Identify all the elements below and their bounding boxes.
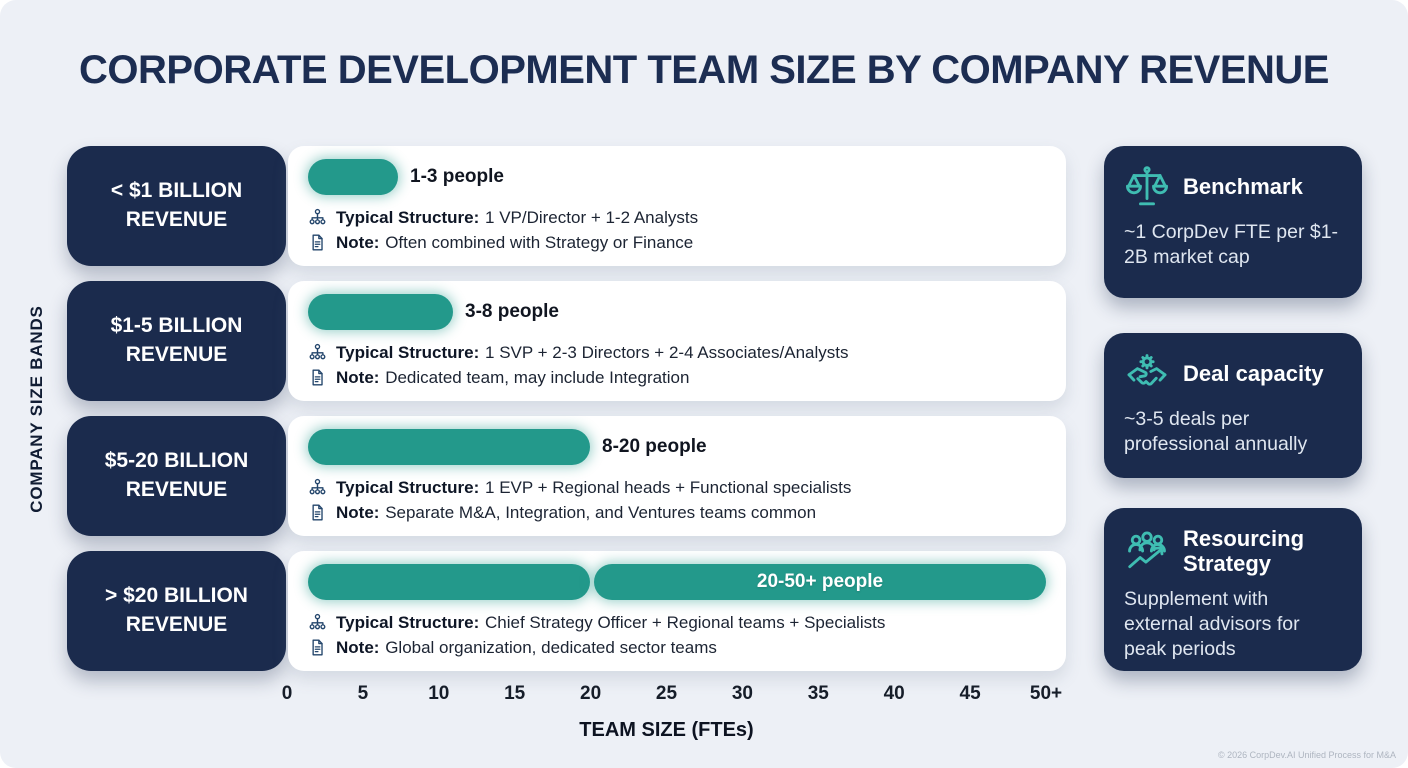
- band-label-under-1b: < $1 BILLION REVENUE: [67, 146, 286, 266]
- x-tick: 30: [731, 683, 753, 704]
- band-label-1-5b: $1-5 BILLION REVENUE: [67, 281, 286, 401]
- team-size-bar-segment-1: [308, 564, 590, 600]
- structure-text: 1 SVP + 2-3 Directors + 2-4 Associates/A…: [485, 342, 849, 362]
- x-tick: 0: [281, 683, 293, 704]
- org-chart-icon: [308, 478, 327, 497]
- deal-capacity-card: Deal capacity ~3-5 deals per professiona…: [1104, 333, 1362, 478]
- copyright-text: © 2026 CorpDev.AI Unified Process for M&…: [1217, 750, 1396, 760]
- note-line: Note: Often combined with Strategy or Fi…: [308, 230, 1046, 255]
- side-card-header: Deal capacity: [1124, 351, 1342, 397]
- team-size-card: 20-50+ people Typical Structure: Chief S…: [288, 551, 1066, 671]
- band-line1: $5-20 BILLION: [104, 449, 249, 473]
- scales-icon: [1124, 164, 1170, 210]
- side-card-body: Supplement with external advisors for pe…: [1124, 587, 1300, 660]
- people-count-label: 20-50+ people: [756, 571, 884, 592]
- x-tick: 35: [807, 683, 829, 704]
- people-count-label: 3-8 people: [465, 301, 559, 322]
- note-label: Note:: [336, 367, 380, 387]
- org-chart-icon: [308, 208, 327, 227]
- structure-line: Typical Structure: Chief Strategy Office…: [308, 610, 1046, 635]
- structure-line: Typical Structure: 1 SVP + 2-3 Directors…: [308, 340, 1046, 365]
- team-size-card: 1-3 people Typical Structure: 1 VP/Direc…: [288, 146, 1066, 266]
- band-line2: REVENUE: [125, 478, 228, 501]
- band-line1: > $20 BILLION: [105, 584, 248, 608]
- benchmark-card: Benchmark ~1 CorpDev FTE per $1-2B marke…: [1104, 146, 1362, 298]
- x-tick: 10: [428, 683, 450, 704]
- resourcing-strategy-card: Resourcing Strategy Supplement with exte…: [1104, 508, 1362, 671]
- structure-label: Typical Structure:: [336, 612, 480, 632]
- band-line1: $1-5 BILLION: [110, 314, 243, 338]
- note-text: Often combined with Strategy or Finance: [385, 232, 694, 252]
- note-label: Note:: [336, 232, 380, 252]
- structure-label: Typical Structure:: [336, 342, 480, 362]
- org-chart-icon: [308, 343, 327, 362]
- side-card-title: Benchmark: [1183, 174, 1303, 200]
- org-chart-icon: [308, 613, 327, 632]
- bar-row: 8-20 people: [308, 429, 1046, 465]
- team-size-card: 3-8 people Typical Structure: 1 SVP + 2-…: [288, 281, 1066, 401]
- x-tick: 20: [580, 683, 602, 704]
- structure-label: Typical Structure:: [336, 477, 480, 497]
- note-label: Note:: [336, 502, 380, 522]
- side-card-header: Benchmark: [1124, 164, 1342, 210]
- note-text: Dedicated team, may include Integration: [385, 367, 690, 387]
- team-size-bar: [308, 429, 590, 465]
- side-card-header: Resourcing Strategy: [1124, 526, 1342, 577]
- people-count-label: 8-20 people: [602, 436, 707, 457]
- team-size-card: 8-20 people Typical Structure: 1 EVP + R…: [288, 416, 1066, 536]
- structure-text: 1 VP/Director + 1-2 Analysts: [485, 207, 699, 227]
- structure-line: Typical Structure: 1 EVP + Regional head…: [308, 475, 1046, 500]
- note-line: Note: Global organization, dedicated sec…: [308, 635, 1046, 660]
- note-icon: [308, 233, 327, 252]
- band-line2: REVENUE: [125, 613, 228, 636]
- x-tick: 25: [655, 683, 678, 704]
- note-line: Note: Separate M&A, Integration, and Ven…: [308, 500, 1046, 525]
- x-tick: 5: [357, 683, 369, 704]
- side-card-body: ~3-5 deals per professional annually: [1124, 408, 1308, 455]
- note-text: Global organization, dedicated sector te…: [385, 637, 717, 657]
- bar-row: 20-50+ people: [308, 564, 1046, 600]
- page-title: CORPORATE DEVELOPMENT TEAM SIZE BY COMPA…: [79, 48, 1329, 92]
- x-axis: 0 5 10 15 20 25 30 35 40 45 50+: [282, 683, 1062, 709]
- team-size-bar: [308, 294, 453, 330]
- band-line2: REVENUE: [125, 343, 228, 366]
- structure-text: Chief Strategy Officer + Regional teams …: [485, 612, 886, 632]
- note-icon: [308, 503, 327, 522]
- structure-label: Typical Structure:: [336, 207, 480, 227]
- x-tick: 40: [883, 683, 905, 704]
- bar-row: 3-8 people: [308, 294, 1046, 330]
- band-line2: REVENUE: [125, 208, 228, 231]
- band-label-over-20b: > $20 BILLION REVENUE: [67, 551, 286, 671]
- band-label-5-20b: $5-20 BILLION REVENUE: [67, 416, 286, 536]
- team-size-bar-segment-2: 20-50+ people: [594, 564, 1046, 600]
- handshake-gear-icon: [1124, 351, 1170, 397]
- note-text: Separate M&A, Integration, and Ventures …: [385, 502, 817, 522]
- note-icon: [308, 368, 327, 387]
- people-count-label: 1-3 people: [410, 166, 504, 187]
- structure-text: 1 EVP + Regional heads + Functional spec…: [485, 477, 852, 497]
- x-tick: 15: [504, 683, 526, 704]
- note-line: Note: Dedicated team, may include Integr…: [308, 365, 1046, 390]
- side-card-body: ~1 CorpDev FTE per $1-2B market cap: [1124, 221, 1339, 268]
- x-tick: 50+: [1029, 683, 1063, 704]
- bar-row: 1-3 people: [308, 159, 1046, 195]
- team-growth-icon: [1124, 528, 1170, 574]
- team-size-bar: [308, 159, 398, 195]
- structure-line: Typical Structure: 1 VP/Director + 1-2 A…: [308, 205, 1046, 230]
- note-label: Note:: [336, 637, 380, 657]
- x-tick: 45: [959, 683, 981, 704]
- note-icon: [308, 638, 327, 657]
- x-axis-title: TEAM SIZE (FTEs): [579, 719, 754, 741]
- y-axis-label: COMPANY SIZE BANDS: [27, 305, 46, 513]
- side-card-title: Resourcing Strategy: [1183, 526, 1305, 577]
- side-card-title: Deal capacity: [1183, 361, 1324, 387]
- band-line1: < $1 BILLION: [110, 179, 243, 203]
